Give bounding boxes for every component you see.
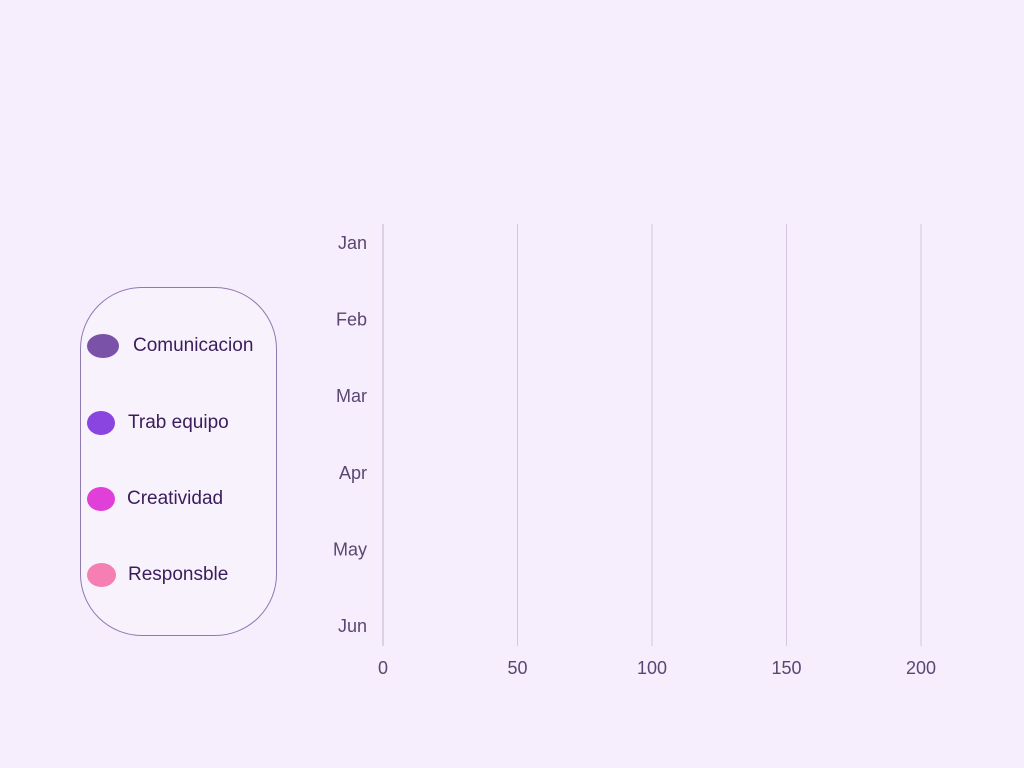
legend-swatch-creatividad (87, 487, 115, 511)
legend-swatch-responsble (87, 563, 116, 587)
legend-label-comunicacion: Comunicacion (133, 335, 254, 356)
y-tick-label: Feb (336, 310, 367, 330)
y-tick-label: Jan (338, 233, 367, 253)
x-tick-label: 0 (378, 658, 388, 678)
legend-item-responsble: Responsble (87, 560, 228, 590)
legend-item-trab-equipo: Trab equipo (87, 408, 229, 438)
chart-legend: Comunicacion Trab equipo Creatividad Res… (80, 287, 277, 636)
x-tick-label: 50 (507, 658, 527, 678)
y-tick-label: Mar (336, 386, 367, 406)
legend-item-comunicacion: Comunicacion (87, 331, 253, 361)
legend-swatch-trab-equipo (87, 411, 115, 435)
legend-swatch-comunicacion (87, 334, 119, 358)
legend-item-creatividad: Creatividad (87, 484, 223, 514)
x-tick-label: 200 (906, 658, 936, 678)
y-tick-label: Jun (338, 616, 367, 636)
y-tick-label: May (333, 539, 367, 559)
legend-label-responsble: Responsble (128, 564, 229, 585)
x-tick-label: 150 (771, 658, 801, 678)
legend-label-creatividad: Creatividad (127, 488, 224, 509)
x-tick-label: 100 (637, 658, 667, 678)
legend-label-trab-equipo: Trab equipo (128, 412, 229, 433)
y-tick-label: Apr (339, 463, 367, 483)
